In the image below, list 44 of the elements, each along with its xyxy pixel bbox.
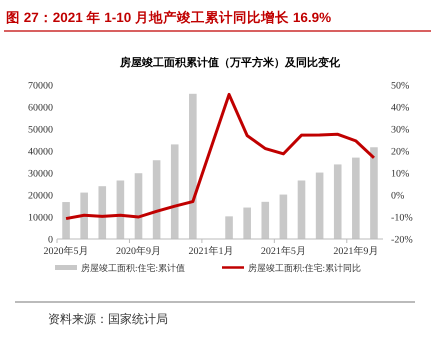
bar — [98, 186, 106, 239]
y-tick-label: 60000 — [28, 102, 53, 114]
legend-label: 房屋竣工面积:住宅:累计同比 — [248, 263, 362, 273]
y2-tick-label: 50% — [391, 80, 410, 92]
x-tick-label: 2021年9月 — [333, 245, 378, 257]
x-tick-label: 2020年9月 — [116, 245, 161, 257]
legend-label: 房屋竣工面积:住宅:累计值 — [81, 263, 186, 273]
y-tick-label: 0 — [48, 234, 53, 246]
bar — [225, 216, 233, 239]
bar — [280, 194, 288, 239]
bar — [134, 173, 142, 239]
bar — [334, 164, 342, 239]
y-tick-label: 40000 — [28, 146, 53, 158]
y2-tick-label: 10% — [391, 168, 410, 180]
bar — [116, 180, 124, 239]
y-tick-label: 20000 — [28, 190, 53, 202]
y2-tick-label: 0% — [391, 190, 404, 202]
chart-subtitle: 房屋竣工面积累计值（万平方米）及同比变化 — [119, 56, 341, 69]
y2-tick-label: -10% — [391, 212, 413, 224]
bar — [316, 172, 324, 239]
y2-tick-label: 20% — [391, 146, 410, 158]
bar — [80, 192, 88, 239]
y-tick-label: 10000 — [28, 212, 53, 224]
y2-tick-label: -20% — [391, 234, 413, 246]
chart-title: 图 27：2021 年 1-10 月地产竣工累计同比增长 16.9% — [6, 9, 332, 25]
bar — [243, 208, 251, 239]
y-tick-label: 30000 — [28, 168, 53, 180]
y-tick-label: 50000 — [28, 124, 53, 136]
bar — [298, 180, 306, 239]
bar — [62, 202, 70, 239]
bar — [370, 147, 378, 239]
bar — [261, 202, 270, 239]
x-tick-label: 2020年5月 — [44, 245, 89, 257]
y2-tick-label: 40% — [391, 102, 410, 114]
x-tick-label: 2021年5月 — [260, 245, 306, 257]
bar — [170, 144, 179, 239]
y-tick-label: 70000 — [28, 80, 53, 92]
x-tick-label: 2021年1月 — [188, 245, 234, 257]
bar — [352, 158, 360, 239]
line-series — [64, 92, 376, 220]
bar — [189, 94, 197, 239]
text: 资料来源：国家统计局 — [48, 312, 168, 326]
bar — [152, 160, 160, 239]
y2-tick-label: 30% — [391, 124, 410, 136]
